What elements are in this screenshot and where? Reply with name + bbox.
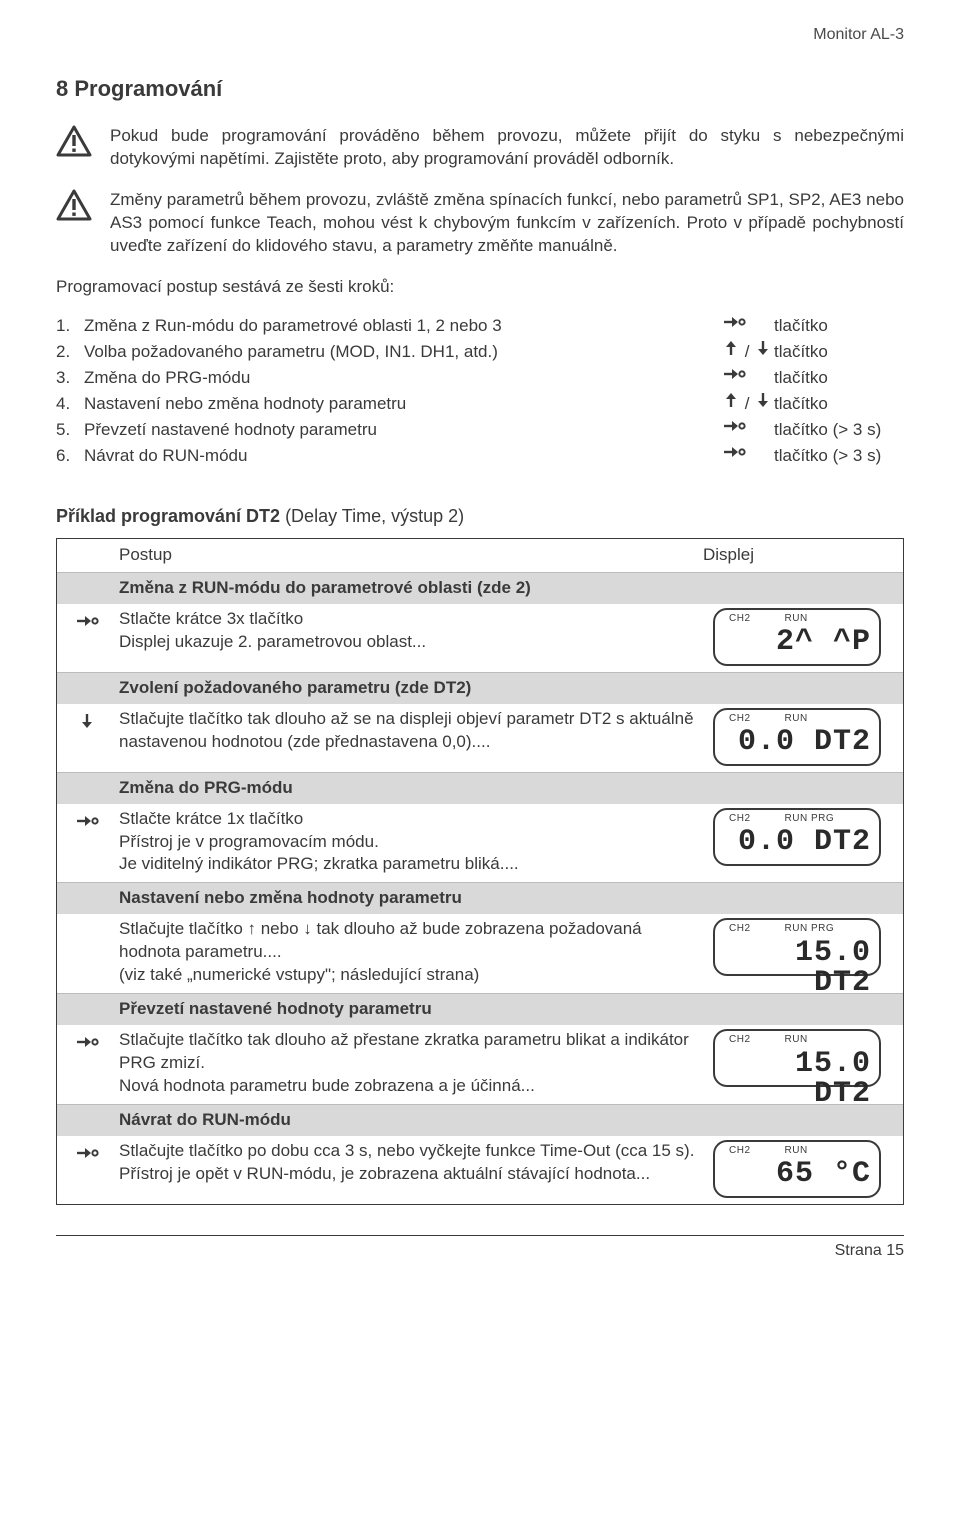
procedure-row: Stlačujte tlačítko tak dlouho až se na d…	[57, 704, 903, 772]
section-bar: Změna z RUN-módu do parametrové oblasti …	[57, 572, 903, 604]
row-display: CH2RUN65 °C	[713, 1140, 893, 1198]
step-symbol: /	[722, 339, 774, 364]
row-display: CH2RUN PRG15.0 DT2	[713, 918, 893, 976]
example-heading: Příklad programování DT2 (Delay Time, vý…	[56, 504, 904, 528]
row-display: CH2RUN15.0 DT2	[713, 1029, 893, 1087]
step-button-label: tlačítko (> 3 s)	[774, 419, 904, 442]
section-bar: Změna do PRG-módu	[57, 772, 903, 804]
page-number: Strana 15	[835, 1242, 904, 1259]
procedure-row: Stlačte krátce 3x tlačítkoDisplej ukazuj…	[57, 604, 903, 672]
lcd-value: 0.0 DT2	[723, 727, 871, 757]
row-display: CH2RUN PRG0.0 DT2	[713, 808, 893, 866]
warning-icon	[56, 125, 92, 171]
procedure-table: Postup Displej Změna z RUN-módu do param…	[56, 538, 904, 1205]
step-number: 1.	[56, 315, 84, 338]
col-postup: Postup	[119, 544, 703, 567]
step-symbol	[722, 313, 774, 338]
step-number: 4.	[56, 393, 84, 416]
lcd-display: CH2RUN PRG15.0 DT2	[713, 918, 881, 976]
step-number: 2.	[56, 341, 84, 364]
procedure-row: Stlačujte tlačítko ↑ nebo ↓ tak dlouho a…	[57, 914, 903, 993]
lcd-display: CH2RUN PRG0.0 DT2	[713, 808, 881, 866]
row-text: Stlačte krátce 3x tlačítkoDisplej ukazuj…	[119, 608, 701, 654]
step-button-label: tlačítko (> 3 s)	[774, 445, 904, 468]
row-text: Stlačujte tlačítko tak dlouho až se na d…	[119, 708, 701, 754]
lcd-value: 15.0 DT2	[723, 938, 871, 998]
row-icon	[67, 918, 107, 922]
step-item: 5.Převzetí nastavené hodnoty parametru tl…	[56, 417, 904, 442]
step-item: 1.Změna z Run-módu do parametrové oblast…	[56, 313, 904, 338]
lcd-display: CH2RUN0.0 DT2	[713, 708, 881, 766]
row-icon	[67, 1029, 107, 1058]
row-icon	[67, 1140, 107, 1169]
step-button-label: tlačítko	[774, 367, 904, 390]
warning-block: Změny parametrů během provozu, zvláště z…	[56, 189, 904, 258]
page-title: 8 Programování	[56, 74, 904, 104]
step-number: 3.	[56, 367, 84, 390]
doc-header: Monitor AL-3	[56, 24, 904, 46]
lcd-value: 0.0 DT2	[723, 827, 871, 857]
section-bar: Návrat do RUN-módu	[57, 1104, 903, 1136]
row-icon	[67, 808, 107, 837]
intro-text: Programovací postup sestává ze šesti kro…	[56, 276, 904, 299]
step-item: 4.Nastavení nebo změna hodnoty parametru…	[56, 391, 904, 416]
step-label: Návrat do RUN-módu	[84, 445, 722, 468]
step-number: 6.	[56, 445, 84, 468]
row-text: Stlačujte tlačítko po dobu cca 3 s, nebo…	[119, 1140, 701, 1186]
col-displej: Displej	[703, 544, 893, 567]
procedure-row: Stlačte krátce 1x tlačítkoPřístroj je v …	[57, 804, 903, 883]
table-header: Postup Displej	[57, 539, 903, 572]
procedure-row: Stlačujte tlačítko tak dlouho až přestan…	[57, 1025, 903, 1104]
step-item: 2.Volba požadovaného parametru (MOD, IN1…	[56, 339, 904, 364]
step-label: Změna z Run-módu do parametrové oblasti …	[84, 315, 722, 338]
row-text: Stlačujte tlačítko tak dlouho až přestan…	[119, 1029, 701, 1098]
section-bar: Převzetí nastavené hodnoty parametru	[57, 993, 903, 1025]
lcd-value: 65 °C	[723, 1159, 871, 1189]
lcd-display: CH2RUN2^ ^P	[713, 608, 881, 666]
row-display: CH2RUN2^ ^P	[713, 608, 893, 666]
page-footer: Strana 15	[56, 1235, 904, 1262]
warning-icon	[56, 189, 92, 258]
step-button-label: tlačítko	[774, 315, 904, 338]
lcd-display: CH2RUN15.0 DT2	[713, 1029, 881, 1087]
row-icon	[67, 708, 107, 737]
procedure-row: Stlačujte tlačítko po dobu cca 3 s, nebo…	[57, 1136, 903, 1204]
row-text: Stlačte krátce 1x tlačítkoPřístroj je v …	[119, 808, 701, 877]
section-bar: Nastavení nebo změna hodnoty parametru	[57, 882, 903, 914]
warning-text: Pokud bude programování prováděno během …	[110, 125, 904, 171]
step-button-label: tlačítko	[774, 341, 904, 364]
lcd-value: 15.0 DT2	[723, 1049, 871, 1109]
step-label: Nastavení nebo změna hodnoty parametru	[84, 393, 722, 416]
step-label: Volba požadovaného parametru (MOD, IN1. …	[84, 341, 722, 364]
step-symbol	[722, 443, 774, 468]
row-text: Stlačujte tlačítko ↑ nebo ↓ tak dlouho a…	[119, 918, 701, 987]
lcd-display: CH2RUN65 °C	[713, 1140, 881, 1198]
step-symbol: /	[722, 391, 774, 416]
step-label: Převzetí nastavené hodnoty parametru	[84, 419, 722, 442]
step-label: Změna do PRG-módu	[84, 367, 722, 390]
row-icon	[67, 608, 107, 637]
warning-text: Změny parametrů během provozu, zvláště z…	[110, 189, 904, 258]
row-display: CH2RUN0.0 DT2	[713, 708, 893, 766]
step-button-label: tlačítko	[774, 393, 904, 416]
steps-list: 1.Změna z Run-módu do parametrové oblast…	[56, 313, 904, 468]
step-item: 6.Návrat do RUN-módu tlačítko (> 3 s)	[56, 443, 904, 468]
step-symbol	[722, 365, 774, 390]
warning-block: Pokud bude programování prováděno během …	[56, 125, 904, 171]
step-number: 5.	[56, 419, 84, 442]
step-symbol	[722, 417, 774, 442]
section-bar: Zvolení požadovaného parametru (zde DT2)	[57, 672, 903, 704]
step-item: 3.Změna do PRG-módu tlačítko	[56, 365, 904, 390]
lcd-value: 2^ ^P	[723, 627, 871, 657]
